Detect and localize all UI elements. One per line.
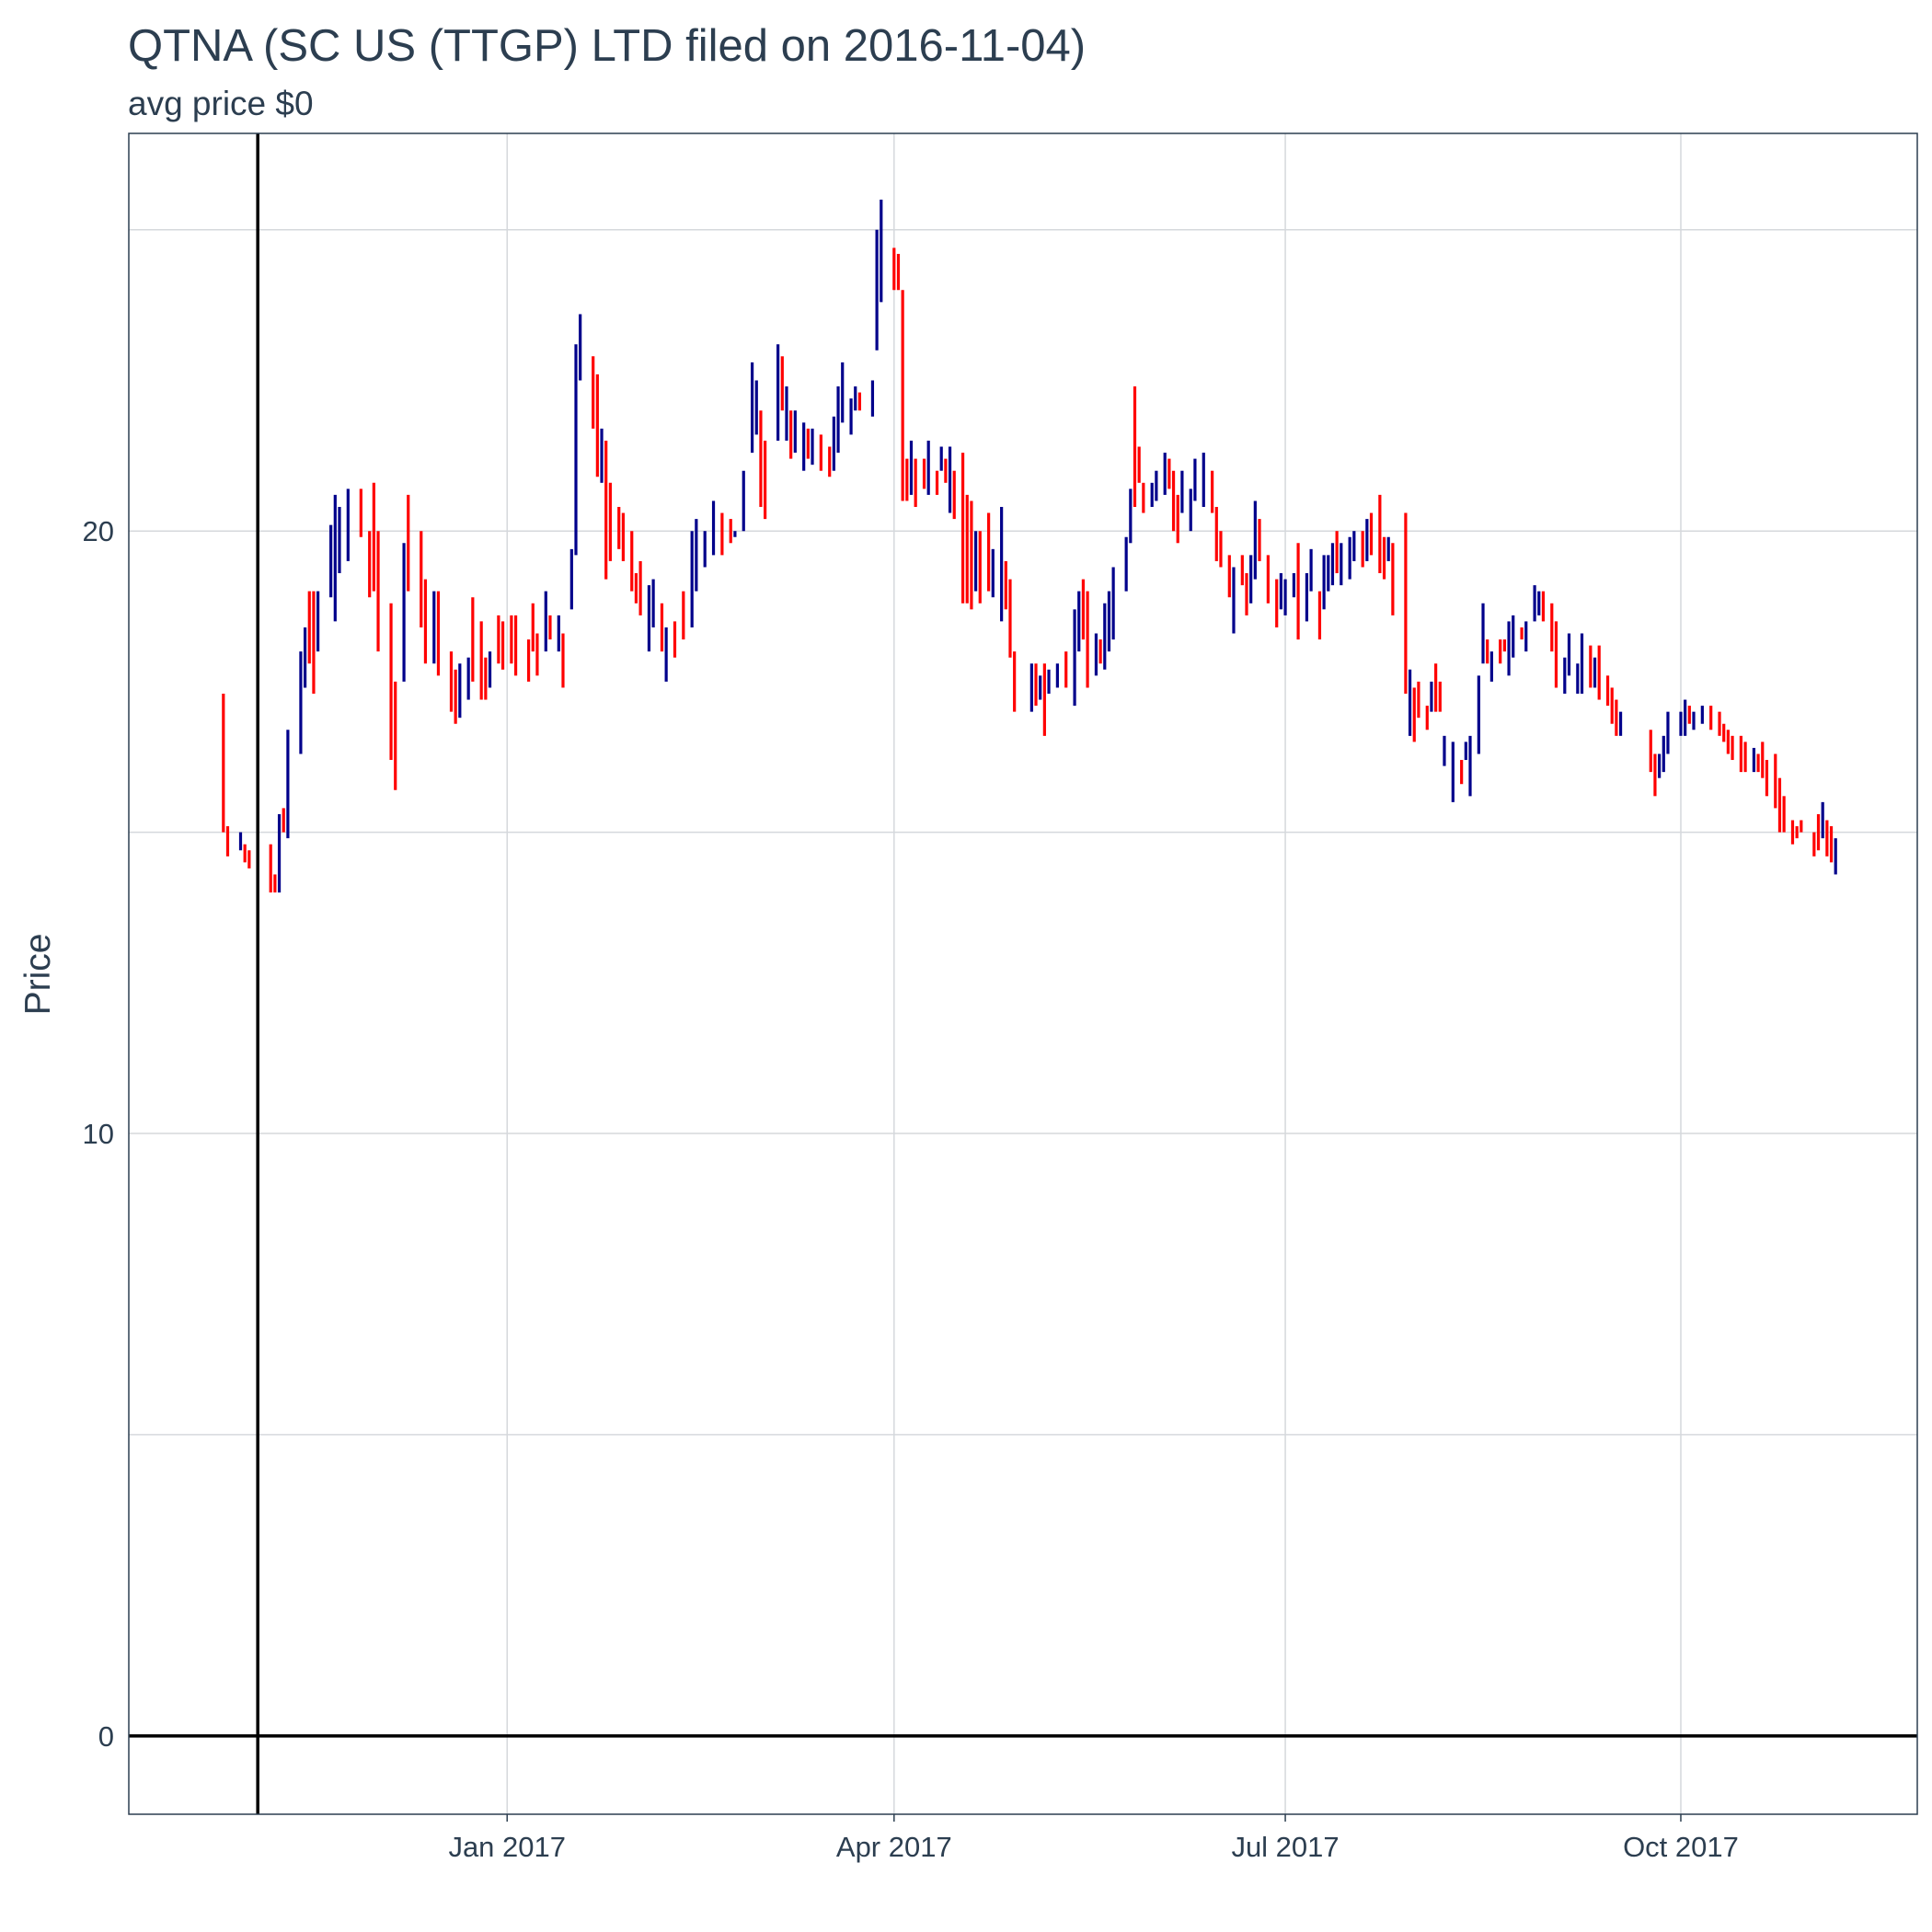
y-tick-label: 20 — [83, 515, 114, 547]
chart-title: QTNA (SC US (TTGP) LTD filed on 2016-11-… — [128, 21, 1087, 71]
grid-lines — [129, 133, 1917, 1814]
x-axis-ticks: Jan 2017 Apr 2017 Jul 2017 Oct 2017 — [448, 1814, 1739, 1863]
plot-frame — [128, 132, 1918, 1815]
chart-subtitle: avg price $0 — [128, 85, 314, 122]
x-tick-label: Apr 2017 — [836, 1831, 952, 1863]
reference-lines — [129, 133, 1917, 1814]
x-tick-label: Jul 2017 — [1231, 1831, 1339, 1863]
y-tick-label: 0 — [98, 1720, 114, 1753]
ohlc-bars — [222, 200, 1837, 893]
x-tick-label: Jan 2017 — [448, 1831, 566, 1863]
y-axis-ticks: 0 10 20 — [83, 515, 114, 1753]
y-tick-label: 10 — [83, 1118, 114, 1150]
x-tick-label: Oct 2017 — [1623, 1831, 1739, 1863]
